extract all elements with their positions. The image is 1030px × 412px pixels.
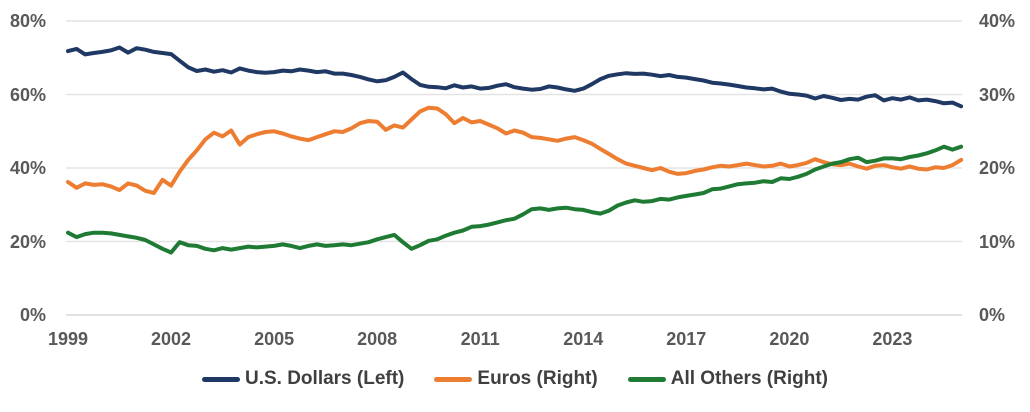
right-axis-tick-40: 40%	[979, 11, 1016, 31]
x-axis-tick-2002: 2002	[151, 329, 192, 349]
legend-item-euros: Euros (Right)	[434, 368, 598, 390]
right-axis-tick-20: 20%	[979, 158, 1016, 178]
left-axis-tick-0: 0%	[19, 305, 46, 325]
legend-label-us-dollars: U.S. Dollars (Left)	[244, 368, 405, 389]
x-axis-tick-2023: 2023	[872, 329, 913, 349]
all-others-line	[66, 144, 964, 255]
x-axis-tick-2017: 2017	[666, 329, 707, 349]
euros-line	[66, 105, 964, 195]
left-axis-tick-80: 80%	[9, 11, 46, 31]
usd-line-swatch	[201, 376, 240, 382]
x-axis-tick-2014: 2014	[563, 329, 604, 349]
legend-item-us-dollars: U.S. Dollars (Left)	[201, 368, 405, 390]
x-axis-tick-2011: 2011	[460, 329, 500, 349]
right-axis-tick-10: 10%	[979, 231, 1016, 252]
legend-label-all-others: All Others (Right)	[670, 368, 828, 389]
x-axis-tick-2008: 2008	[357, 329, 398, 349]
left-axis-tick-40: 40%	[9, 158, 46, 178]
plot-area	[66, 20, 964, 316]
right-axis-tick-30: 30%	[979, 84, 1016, 105]
others-line-swatch	[627, 376, 666, 382]
chart-legend: U.S. Dollars (Left) Euros (Right) All Ot…	[0, 368, 1030, 390]
x-axis-tick-1999: 1999	[47, 329, 89, 349]
euro-line-swatch	[434, 376, 473, 382]
us-dollars-line	[66, 45, 964, 109]
right-axis-tick-0: 0%	[979, 305, 1006, 325]
legend-item-all-others: All Others (Right)	[627, 368, 828, 390]
left-axis-tick-60: 60%	[9, 84, 46, 105]
x-axis-tick-2005: 2005	[254, 329, 295, 349]
legend-label-euros: Euros (Right)	[477, 368, 598, 389]
x-axis-tick-2020: 2020	[769, 329, 810, 349]
left-axis-tick-20: 20%	[9, 231, 46, 252]
